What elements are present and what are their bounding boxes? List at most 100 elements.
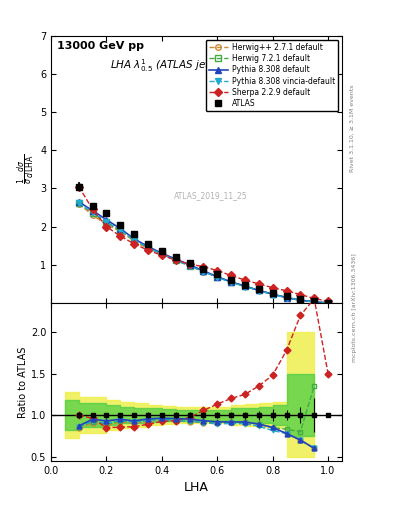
- Sherpa 2.2.9 default: [326, 298, 331, 305]
- Sherpa 2.2.9 default: [298, 291, 303, 297]
- Text: Rivet 3.1.10, ≥ 3.1M events: Rivet 3.1.10, ≥ 3.1M events: [350, 84, 355, 172]
- Pythia 8.308 vincia-default: [215, 274, 220, 281]
- Herwig 7.2.1 default: [132, 237, 136, 243]
- Herwig 7.2.1 default: [257, 287, 261, 293]
- Sherpa 2.2.9 default: [201, 264, 206, 270]
- Y-axis label: Ratio to ATLAS: Ratio to ATLAS: [18, 346, 28, 418]
- Herwig++ 2.7.1 default: [326, 300, 331, 306]
- Sherpa 2.2.9 default: [229, 272, 233, 279]
- Herwig++ 2.7.1 default: [312, 298, 317, 305]
- Herwig 7.2.1 default: [76, 200, 81, 206]
- Pythia 8.308 default: [215, 273, 220, 280]
- Sherpa 2.2.9 default: [312, 295, 317, 302]
- Herwig 7.2.1 default: [160, 250, 164, 257]
- Pythia 8.308 default: [229, 279, 233, 285]
- Line: Herwig 7.2.1 default: Herwig 7.2.1 default: [76, 200, 331, 306]
- Pythia 8.308 default: [242, 283, 247, 289]
- Herwig++ 2.7.1 default: [76, 201, 81, 207]
- Pythia 8.308 vincia-default: [104, 219, 109, 225]
- Sherpa 2.2.9 default: [173, 257, 178, 263]
- Line: Pythia 8.308 vincia-default: Pythia 8.308 vincia-default: [76, 200, 331, 306]
- Line: Herwig++ 2.7.1 default: Herwig++ 2.7.1 default: [76, 201, 331, 306]
- Pythia 8.308 default: [104, 217, 109, 223]
- Herwig 7.2.1 default: [242, 283, 247, 289]
- Herwig 7.2.1 default: [215, 274, 220, 280]
- Pythia 8.308 vincia-default: [312, 298, 317, 305]
- Text: Jets: Jets: [313, 41, 336, 51]
- Sherpa 2.2.9 default: [76, 183, 81, 189]
- Herwig++ 2.7.1 default: [229, 279, 233, 285]
- Sherpa 2.2.9 default: [146, 247, 151, 253]
- Herwig 7.2.1 default: [201, 268, 206, 274]
- Herwig 7.2.1 default: [270, 291, 275, 297]
- Herwig++ 2.7.1 default: [160, 251, 164, 257]
- Pythia 8.308 default: [90, 207, 95, 214]
- Sherpa 2.2.9 default: [270, 285, 275, 291]
- Text: LHA $\lambda^{1}_{0.5}$ (ATLAS jet substructure): LHA $\lambda^{1}_{0.5}$ (ATLAS jet subst…: [110, 57, 283, 74]
- Pythia 8.308 default: [201, 268, 206, 274]
- Sherpa 2.2.9 default: [257, 281, 261, 287]
- Herwig++ 2.7.1 default: [104, 222, 109, 228]
- Pythia 8.308 vincia-default: [132, 237, 136, 243]
- Pythia 8.308 default: [257, 287, 261, 293]
- Pythia 8.308 default: [312, 298, 317, 305]
- Pythia 8.308 vincia-default: [326, 300, 331, 306]
- Sherpa 2.2.9 default: [118, 233, 123, 239]
- Sherpa 2.2.9 default: [104, 224, 109, 230]
- Pythia 8.308 default: [326, 300, 331, 306]
- Pythia 8.308 default: [146, 243, 151, 249]
- Pythia 8.308 vincia-default: [160, 251, 164, 257]
- Sherpa 2.2.9 default: [90, 206, 95, 212]
- Pythia 8.308 default: [76, 199, 81, 205]
- Herwig 7.2.1 default: [90, 210, 95, 217]
- Pythia 8.308 vincia-default: [242, 284, 247, 290]
- Herwig++ 2.7.1 default: [284, 294, 289, 301]
- Pythia 8.308 vincia-default: [298, 297, 303, 303]
- Legend: Herwig++ 2.7.1 default, Herwig 7.2.1 default, Pythia 8.308 default, Pythia 8.308: Herwig++ 2.7.1 default, Herwig 7.2.1 def…: [206, 39, 338, 111]
- Text: mcplots.cern.ch [arXiv:1306.3436]: mcplots.cern.ch [arXiv:1306.3436]: [352, 253, 357, 361]
- Sherpa 2.2.9 default: [187, 261, 192, 267]
- Sherpa 2.2.9 default: [242, 277, 247, 283]
- X-axis label: LHA: LHA: [184, 481, 209, 494]
- Pythia 8.308 vincia-default: [270, 291, 275, 297]
- Herwig++ 2.7.1 default: [132, 238, 136, 244]
- Herwig 7.2.1 default: [104, 220, 109, 226]
- Pythia 8.308 default: [118, 225, 123, 231]
- Herwig 7.2.1 default: [298, 297, 303, 303]
- Herwig 7.2.1 default: [284, 294, 289, 301]
- Pythia 8.308 vincia-default: [284, 294, 289, 301]
- Herwig 7.2.1 default: [326, 300, 331, 306]
- Pythia 8.308 default: [160, 250, 164, 257]
- Text: ATLAS_2019_11_25: ATLAS_2019_11_25: [174, 191, 248, 200]
- Pythia 8.308 vincia-default: [90, 209, 95, 215]
- Herwig 7.2.1 default: [312, 298, 317, 305]
- Herwig++ 2.7.1 default: [90, 212, 95, 218]
- Line: Pythia 8.308 default: Pythia 8.308 default: [76, 199, 331, 306]
- Sherpa 2.2.9 default: [160, 252, 164, 259]
- Herwig++ 2.7.1 default: [242, 283, 247, 289]
- Sherpa 2.2.9 default: [132, 241, 136, 247]
- Sherpa 2.2.9 default: [284, 288, 289, 294]
- Pythia 8.308 default: [270, 291, 275, 297]
- Pythia 8.308 vincia-default: [76, 200, 81, 206]
- Pythia 8.308 vincia-default: [201, 269, 206, 275]
- Herwig++ 2.7.1 default: [146, 246, 151, 252]
- Herwig++ 2.7.1 default: [118, 228, 123, 234]
- Herwig 7.2.1 default: [173, 257, 178, 263]
- Pythia 8.308 vincia-default: [187, 263, 192, 269]
- Line: Sherpa 2.2.9 default: Sherpa 2.2.9 default: [76, 184, 331, 304]
- Herwig++ 2.7.1 default: [298, 297, 303, 303]
- Pythia 8.308 default: [284, 294, 289, 301]
- Herwig 7.2.1 default: [146, 245, 151, 251]
- Pythia 8.308 vincia-default: [118, 227, 123, 233]
- Pythia 8.308 default: [298, 297, 303, 303]
- Y-axis label: $\frac{1}{\sigma}\frac{d\sigma}{d\,\mathrm{LHA}}$: $\frac{1}{\sigma}\frac{d\sigma}{d\,\math…: [16, 154, 37, 184]
- Pythia 8.308 vincia-default: [173, 257, 178, 263]
- Herwig++ 2.7.1 default: [187, 263, 192, 269]
- Pythia 8.308 vincia-default: [257, 288, 261, 294]
- Herwig 7.2.1 default: [187, 263, 192, 269]
- Herwig++ 2.7.1 default: [215, 274, 220, 280]
- Pythia 8.308 default: [173, 256, 178, 262]
- Herwig 7.2.1 default: [118, 227, 123, 233]
- Pythia 8.308 default: [187, 262, 192, 268]
